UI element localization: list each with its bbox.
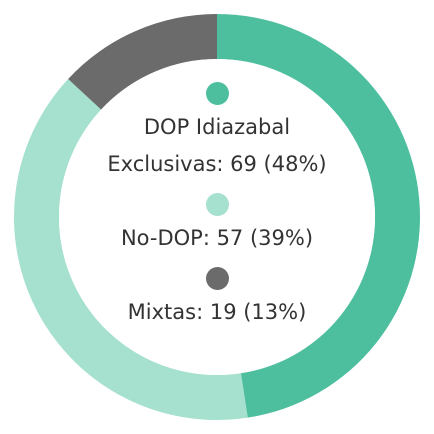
legend-label: No-DOP: 57 (39%) xyxy=(120,226,314,250)
legend-entry: No-DOP: 57 (39%) xyxy=(87,193,347,257)
legend-entry: DOP Idiazabal Exclusivas: 69 (48%) xyxy=(87,82,347,183)
legend: DOP Idiazabal Exclusivas: 69 (48%) No-DOP… xyxy=(87,82,347,341)
donut-segment xyxy=(68,14,217,110)
donut-segment xyxy=(13,79,248,421)
legend-entry: Mixtas: 19 (13%) xyxy=(87,267,347,331)
legend-label: DOP Idiazabal Exclusivas: 69 (48%) xyxy=(107,115,327,176)
legend-dot xyxy=(205,82,229,105)
legend-dot xyxy=(205,267,229,290)
inner-circle xyxy=(59,59,375,375)
legend-label: Mixtas: 19 (13%) xyxy=(127,300,307,324)
donut-segment xyxy=(217,14,421,418)
legend-dot xyxy=(205,193,229,216)
